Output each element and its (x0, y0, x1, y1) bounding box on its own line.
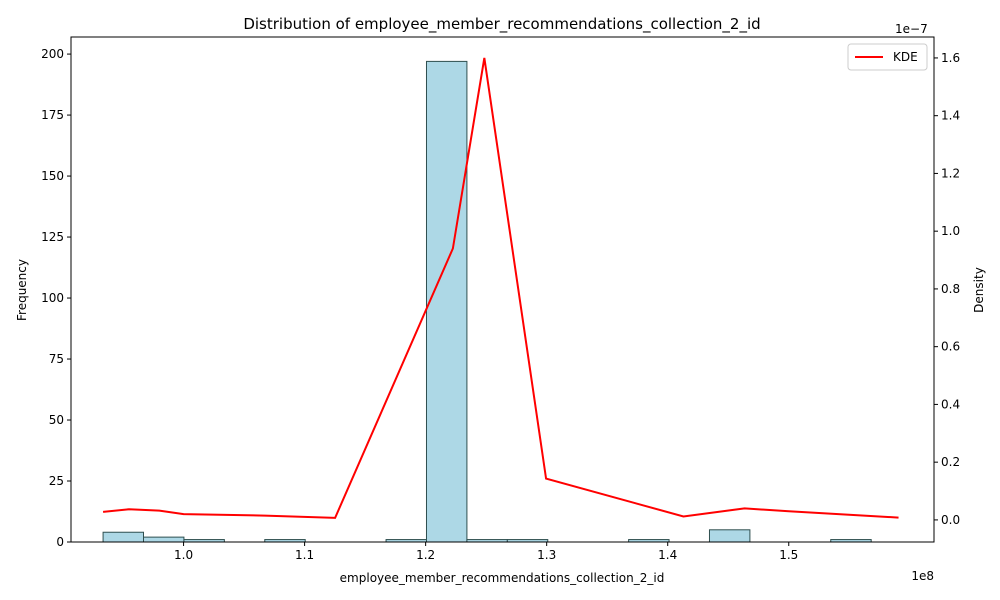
y-tick-label: 50 (49, 413, 64, 427)
y2-tick-label: 1.4 (941, 109, 960, 123)
legend: KDE (847, 43, 928, 71)
x-axis-label: employee_member_recommendations_collecti… (340, 571, 665, 585)
x-tick-label: 1.4 (658, 548, 677, 562)
y-tick-label: 25 (49, 474, 64, 488)
legend-box (847, 43, 928, 71)
y2-tick-label: 1.6 (941, 51, 960, 65)
x-tick-label: 1.5 (779, 548, 798, 562)
y2-tick-label: 0.8 (941, 282, 960, 296)
y-tick-label: 100 (41, 291, 64, 305)
plot-frame (70, 36, 935, 543)
x-axis-offset: 1e8 (911, 569, 934, 583)
histogram-bar (102, 531, 145, 543)
y-tick-label: 175 (41, 108, 64, 122)
histogram-bar (425, 60, 468, 543)
legend-kde-label: KDE (893, 50, 918, 64)
kde-line (102, 57, 899, 519)
histogram-bars (102, 60, 872, 543)
y2-tick-label: 0.2 (941, 455, 960, 469)
y-tick-label: 150 (41, 169, 64, 183)
y-axis-ticks: 0 25 50 75 100 125 150 175 200 (41, 47, 71, 549)
histogram-bar (708, 529, 751, 543)
y2-axis-label: Density (972, 267, 986, 313)
x-tick-label: 1.0 (174, 548, 193, 562)
y2-tick-label: 1.0 (941, 224, 960, 238)
y-tick-label: 0 (56, 535, 64, 549)
y2-tick-label: 0.4 (941, 397, 960, 411)
x-tick-label: 1.2 (416, 548, 435, 562)
y2-axis-ticks: 0.0 0.2 0.4 0.6 0.8 1.0 1.2 1.4 1.6 (934, 51, 960, 527)
x-axis-ticks: 1.0 1.1 1.2 1.3 1.4 1.5 (174, 542, 798, 562)
y2-axis-offset: 1e−7 (895, 22, 928, 36)
y-tick-label: 75 (49, 352, 64, 366)
histogram-bar (143, 536, 185, 543)
y-tick-label: 125 (41, 230, 64, 244)
y2-tick-label: 0.0 (941, 513, 960, 527)
y-axis-label: Frequency (15, 259, 29, 321)
chart-title: Distribution of employee_member_recommen… (243, 15, 760, 34)
y2-tick-label: 1.2 (941, 166, 960, 180)
y2-tick-label: 0.6 (941, 340, 960, 354)
x-tick-label: 1.3 (537, 548, 556, 562)
x-tick-label: 1.1 (295, 548, 314, 562)
y-tick-label: 200 (41, 47, 64, 61)
